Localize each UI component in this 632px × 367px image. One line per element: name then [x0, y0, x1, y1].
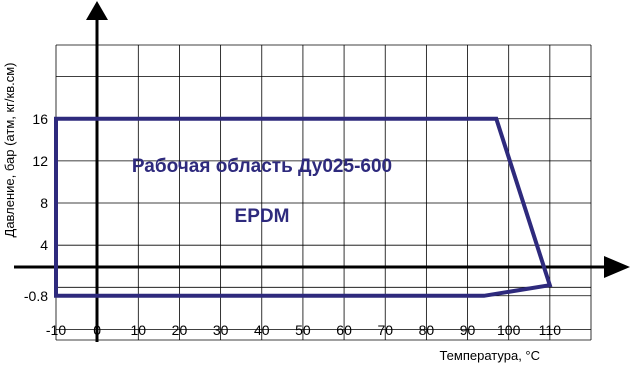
y-tick-label: 12 — [32, 153, 48, 169]
x-tick-label: 30 — [213, 322, 229, 338]
x-tick-label: 80 — [419, 322, 435, 338]
x-axis-label: Температура, °C — [439, 348, 540, 363]
x-tick-label: 10 — [131, 322, 147, 338]
x-tick-label: 70 — [377, 322, 393, 338]
x-tick-labels: -10 0 10 20 30 40 50 60 70 80 90 100 110 — [46, 322, 561, 338]
y-tick-label: -0.8 — [24, 288, 48, 304]
material-annotation: EPDM — [235, 206, 290, 227]
y-axis-arrow-icon — [86, 1, 108, 20]
x-tick-label: -10 — [46, 322, 66, 338]
x-axis-arrow-icon — [604, 256, 630, 278]
y-tick-label: 16 — [32, 111, 48, 127]
x-tick-label: 90 — [460, 322, 476, 338]
grid — [55, 44, 592, 341]
x-tick-label: 20 — [172, 322, 188, 338]
x-tick-label: 110 — [539, 322, 562, 338]
y-tick-label: 8 — [40, 195, 48, 211]
region-annotation: Рабочая область Ду025-600 — [132, 156, 392, 177]
y-tick-label: 4 — [40, 237, 48, 253]
x-tick-label: 40 — [254, 322, 270, 338]
y-tick-labels: 16 12 8 4 -0.8 — [24, 111, 48, 304]
x-tick-label: 50 — [295, 322, 311, 338]
x-tick-label: 100 — [497, 322, 521, 338]
operating-region — [54, 116, 553, 298]
region-outline-0 — [54, 116, 553, 298]
x-tick-label: 0 — [93, 322, 101, 338]
x-tick-label: 60 — [336, 322, 352, 338]
y-axis-label: Давление, бар (атм, кг/кв.см) — [2, 63, 17, 238]
